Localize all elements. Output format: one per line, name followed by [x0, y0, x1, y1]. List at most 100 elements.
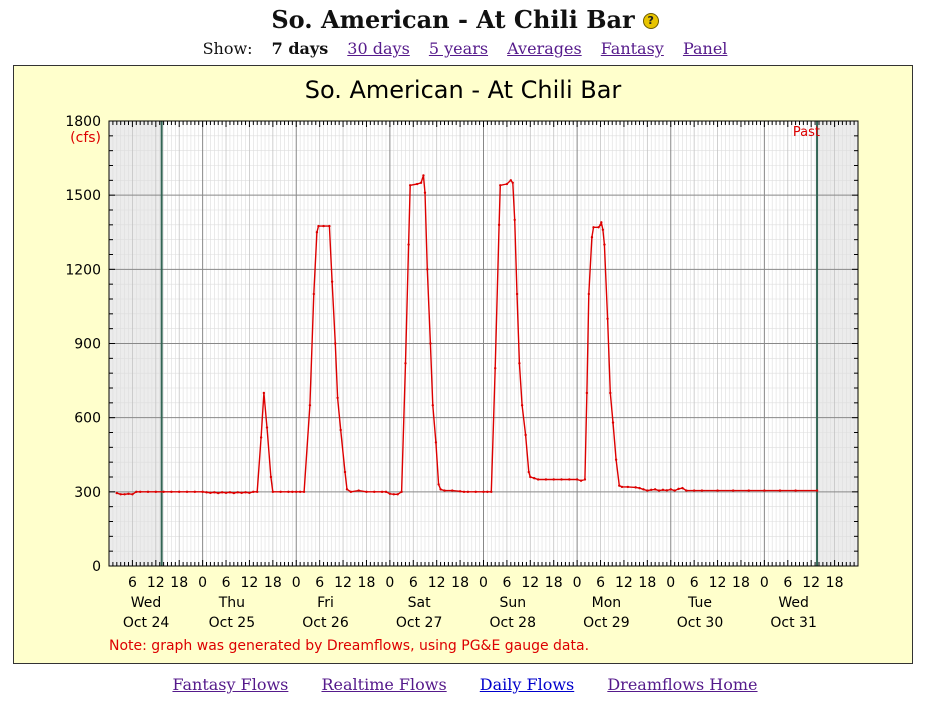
flow-data-point [115, 491, 119, 495]
day-label: Wed [778, 595, 809, 611]
flow-data-point [505, 182, 509, 186]
flow-data-point [646, 489, 649, 492]
flow-data-point [568, 478, 571, 481]
show-label: Show: [202, 39, 253, 58]
flow-data-point [552, 478, 555, 481]
page-title-text: So. American - At Chili Bar [271, 5, 635, 34]
y-tick-label: 0 [92, 559, 101, 575]
flow-data-point [185, 490, 189, 494]
flow-data-point [544, 478, 548, 481]
flow-data-point [404, 362, 407, 365]
flow-data-point [415, 182, 419, 186]
flow-data-point [642, 488, 645, 491]
flow-data-point [248, 491, 251, 495]
flow-data-point [614, 458, 618, 461]
flow-data-point [490, 490, 493, 494]
date-label: Oct 27 [396, 615, 442, 631]
flow-data-point [419, 181, 423, 185]
flow-data-point [815, 489, 819, 492]
hour-tick-label: 6 [783, 575, 792, 591]
flow-data-point [716, 489, 719, 492]
help-icon[interactable]: ? [642, 13, 659, 29]
show-option-30-days[interactable]: 30 days [347, 39, 410, 58]
hour-tick-label: 12 [241, 575, 259, 591]
flow-data-point [794, 489, 797, 492]
hour-tick-label: 12 [428, 575, 446, 591]
hour-tick-label: 6 [502, 575, 511, 591]
date-label: Oct 29 [583, 615, 629, 631]
show-option-7-days: 7 days [271, 39, 329, 58]
flow-data-point [482, 490, 485, 494]
hour-tick-label: 18 [732, 575, 750, 591]
flow-data-point [339, 428, 342, 432]
flow-data-point [434, 441, 438, 444]
flow-data-point [334, 342, 337, 345]
flow-data-point [620, 485, 624, 489]
flow-data-point [579, 479, 583, 482]
y-tick-label: 900 [74, 337, 101, 353]
flow-data-point [494, 367, 497, 370]
flow-data-point [365, 490, 368, 494]
flow-data-point [513, 218, 516, 222]
flow-data-point [262, 391, 266, 395]
hour-tick-label: 18 [358, 575, 376, 591]
flow-data-point [146, 490, 150, 494]
flow-data-point [279, 490, 282, 494]
hour-tick-label: 18 [170, 575, 188, 591]
flow-data-point [585, 391, 589, 395]
flow-data-point [618, 484, 621, 487]
footer-link-realtime-flows[interactable]: Realtime Flows [321, 675, 447, 694]
flow-data-point [527, 470, 530, 474]
flow-data-point [747, 489, 750, 492]
hour-tick-label: 0 [198, 575, 207, 591]
show-option-5-years[interactable]: 5 years [428, 39, 489, 58]
day-label: Wed [131, 595, 162, 611]
flow-data-point [265, 426, 269, 429]
flow-data-point [193, 490, 197, 494]
show-option-fantasy[interactable]: Fantasy [600, 39, 664, 58]
flow-data-point [302, 490, 306, 494]
footer-link-fantasy-flows[interactable]: Fantasy Flows [172, 675, 289, 694]
hour-tick-label: 12 [334, 575, 352, 591]
flow-data-point [431, 404, 434, 407]
flow-data-point [458, 490, 462, 493]
flow-data-point [349, 490, 353, 494]
hour-tick-label: 12 [709, 575, 727, 591]
flow-data-point [343, 470, 347, 474]
date-label: Oct 25 [209, 615, 255, 631]
flow-data-point [524, 433, 527, 437]
flow-data-point [669, 488, 672, 491]
hour-tick-label: 18 [638, 575, 656, 591]
flow-data-point [575, 478, 579, 481]
show-option-averages[interactable]: Averages [507, 39, 582, 58]
flow-data-point [291, 490, 294, 494]
hour-tick-label: 0 [760, 575, 769, 591]
flow-data-point [328, 224, 331, 228]
flow-data-point [611, 421, 615, 424]
flow-data-point [583, 478, 587, 481]
footer-link-dreamflows-home[interactable]: Dreamflows Home [607, 675, 758, 694]
flow-data-point [407, 243, 410, 246]
hour-tick-label: 6 [690, 575, 699, 591]
flow-data-point [422, 174, 425, 177]
show-option-panel[interactable]: Panel [682, 39, 728, 58]
hour-tick-label: 18 [545, 575, 563, 591]
chart-title: So. American - At Chili Bar [304, 76, 622, 104]
flow-data-point [731, 489, 735, 492]
flow-data-point [170, 490, 173, 494]
hour-tick-label: 18 [264, 575, 282, 591]
flow-data-point [312, 292, 316, 296]
flow-data-point [653, 488, 657, 491]
date-label: Oct 24 [123, 615, 170, 631]
flow-data-point [692, 489, 696, 492]
y-axis-label: (cfs) [70, 130, 101, 146]
flow-data-point [677, 487, 680, 491]
flow-data-point [139, 490, 142, 494]
flow-data-point [497, 223, 501, 227]
footer-link-daily-flows[interactable]: Daily Flows [479, 675, 575, 694]
flow-data-point [396, 493, 399, 496]
flow-data-point [634, 486, 637, 489]
flow-data-point [665, 489, 669, 492]
y-tick-label: 300 [74, 485, 101, 501]
